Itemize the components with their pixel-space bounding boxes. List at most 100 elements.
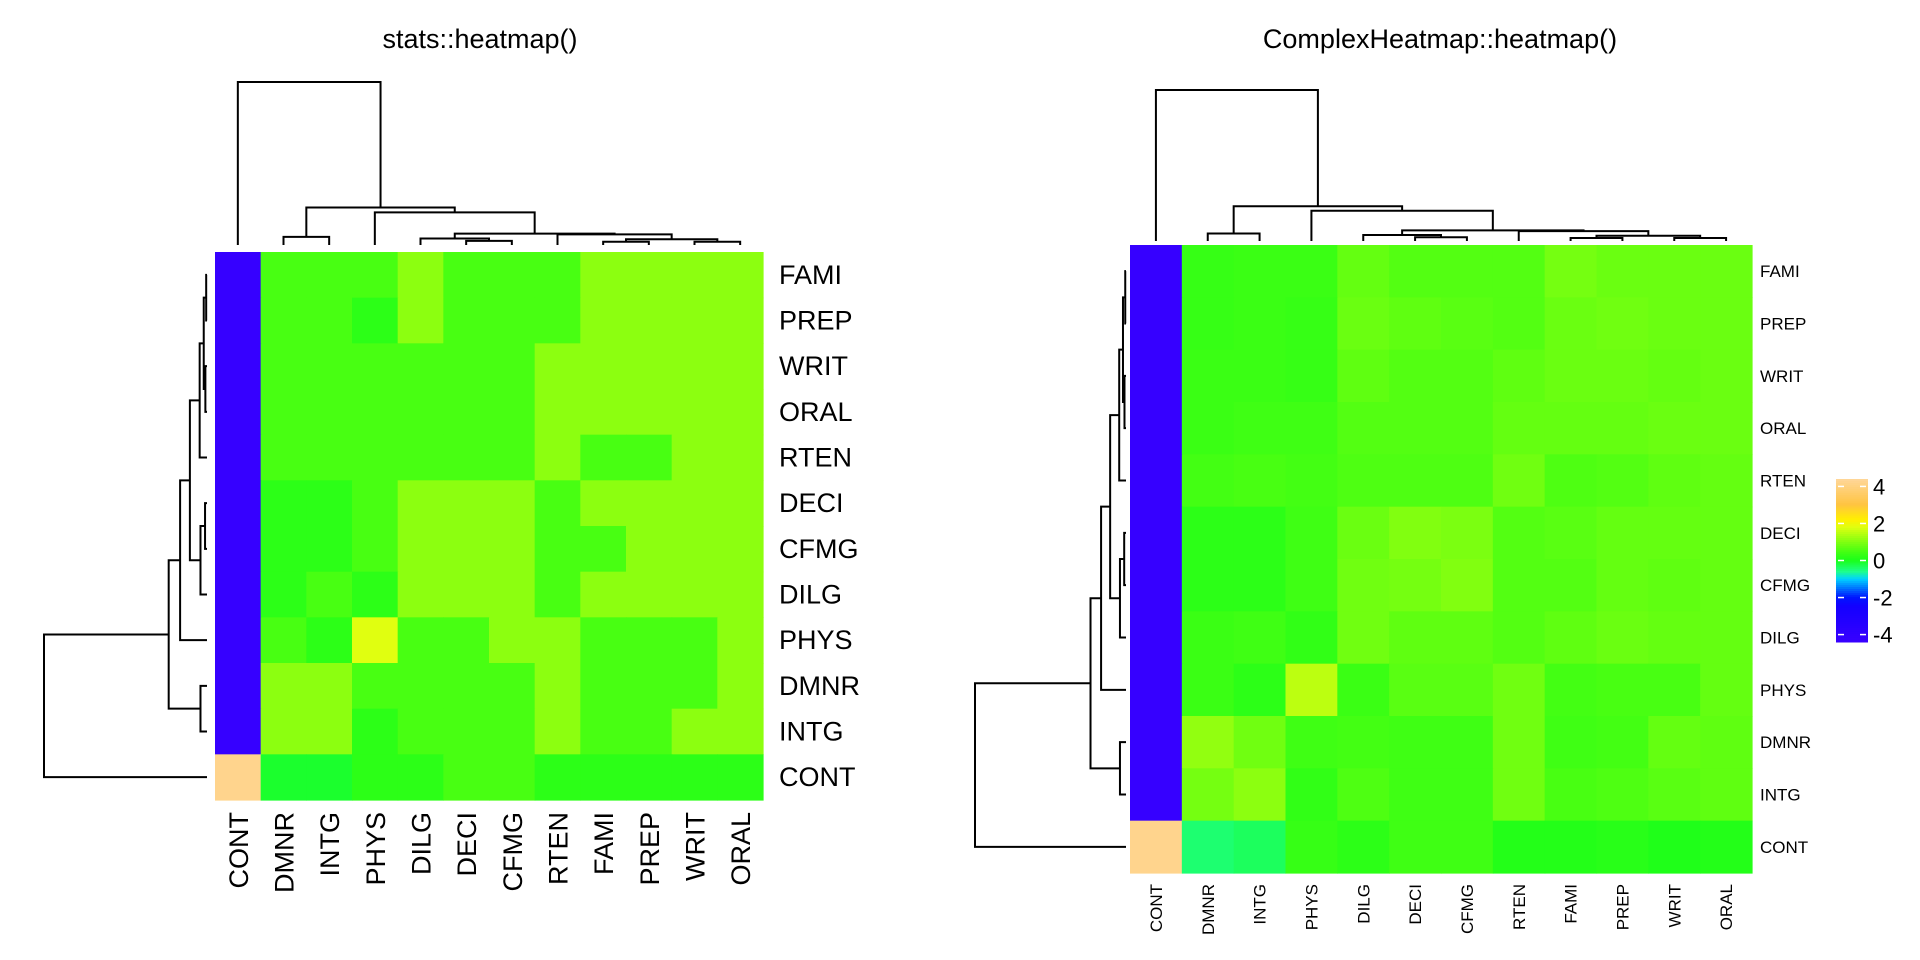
heatmap-cell	[1544, 349, 1598, 403]
heatmap-cell	[1544, 402, 1598, 455]
heatmap-cell	[260, 617, 307, 664]
heatmap-cell	[1596, 506, 1649, 560]
legend-gradient-step	[1836, 536, 1868, 539]
column-dendrogram	[1154, 89, 1728, 241]
row-label: DECI	[779, 488, 844, 518]
legend-gradient-step	[1836, 552, 1868, 555]
column-label: PHYS	[361, 812, 391, 886]
heatmap-cell	[260, 297, 307, 344]
heatmap-cell	[1337, 663, 1390, 717]
heatmap-cell	[1596, 349, 1649, 403]
heatmap-cell	[1492, 402, 1546, 455]
heatmap-cell	[1700, 506, 1753, 560]
legend-gradient-step	[1836, 485, 1868, 488]
column-label: CONT	[224, 812, 254, 889]
heatmap-cell	[580, 571, 627, 618]
heatmap-cell	[1181, 349, 1235, 403]
heatmap-cell	[1337, 402, 1390, 455]
heatmap-cell	[1492, 611, 1546, 665]
heatmap-cell	[1285, 611, 1338, 665]
row-label: WRIT	[779, 351, 848, 381]
heatmap-cell	[1181, 559, 1235, 612]
heatmap-cell	[215, 252, 262, 299]
heatmap-cell	[306, 252, 353, 299]
row-label: DMNR	[1760, 733, 1811, 752]
heatmap-cell	[1233, 663, 1287, 717]
legend-gradient-step	[1836, 633, 1868, 637]
heatmap-cell	[626, 480, 673, 527]
heatmap-cell	[397, 252, 444, 299]
row-label: PREP	[779, 306, 853, 336]
heatmap-cell	[534, 754, 581, 801]
legend-gradient-step	[1836, 611, 1868, 614]
heatmap-cell	[1130, 611, 1183, 665]
legend-gradient-step	[1836, 625, 1868, 629]
heatmap-cell	[306, 526, 353, 573]
heatmap-cell	[352, 663, 399, 710]
legend-gradient-step	[1836, 593, 1868, 596]
legend-gradient-step	[1836, 534, 1868, 537]
heatmap-cell	[626, 343, 673, 390]
heatmap-cell	[1441, 820, 1494, 874]
heatmap-cell	[306, 571, 353, 618]
column-label: INTG	[315, 812, 345, 877]
heatmap-cell	[1700, 716, 1753, 769]
heatmap-cell	[306, 343, 353, 390]
heatmap-cell	[397, 480, 444, 527]
heatmap-cell	[1700, 297, 1753, 351]
heatmap-cell	[1233, 611, 1287, 665]
heatmap-cell	[626, 434, 673, 481]
row-dendrogram-branch	[974, 682, 1126, 848]
heatmap-cell	[1596, 716, 1649, 769]
heatmap-cell	[1337, 768, 1390, 822]
heatmap-cell	[352, 617, 399, 664]
legend-gradient-step	[1836, 619, 1868, 623]
legend-gradient-step	[1836, 538, 1868, 541]
legend-gradient-step	[1836, 639, 1868, 643]
heatmap-cell	[1648, 820, 1701, 874]
legend-gradient-step	[1836, 481, 1868, 484]
heatmap-cell	[1441, 768, 1494, 822]
row-label: INTG	[779, 717, 844, 747]
column-label: FAMI	[1562, 884, 1581, 924]
heatmap-cell	[1285, 716, 1338, 769]
heatmap-cell	[397, 663, 444, 710]
heatmap-cell	[1285, 768, 1338, 822]
heatmap-cell	[1233, 768, 1287, 822]
heatmap-cell	[306, 389, 353, 436]
column-dendrogram-branch	[1414, 236, 1468, 241]
heatmap-cell	[671, 708, 718, 755]
legend-gradient-step	[1836, 529, 1868, 533]
legend-tick-label: 4	[1873, 474, 1885, 499]
row-dendrogram-branch	[204, 365, 207, 413]
row-label: PHYS	[1760, 681, 1806, 700]
heatmap-cell	[1441, 559, 1494, 612]
heatmap-cell	[717, 571, 764, 618]
heatmap-cell	[1233, 349, 1287, 403]
column-label: DECI	[452, 812, 482, 877]
row-dendrogram-branch	[1089, 597, 1120, 770]
heatmap-cell	[1337, 454, 1390, 508]
row-label: DECI	[1760, 524, 1801, 543]
heatmap-cell	[397, 343, 444, 390]
legend-gradient-step	[1836, 603, 1868, 606]
heatmap-cell	[1596, 454, 1649, 508]
row-dendrogram-branch	[167, 559, 201, 710]
heatmap-cell	[1596, 768, 1649, 822]
heatmap-cell	[626, 754, 673, 801]
column-label: PREP	[1613, 884, 1632, 930]
heatmap-cell	[1181, 506, 1235, 560]
column-label: WRIT	[681, 812, 711, 881]
heatmap-cell	[443, 389, 490, 436]
heatmap-cell	[260, 389, 307, 436]
row-dendrogram-branch	[1123, 374, 1126, 430]
column-dendrogram-branch	[1569, 236, 1624, 241]
heatmap-cell	[1285, 506, 1338, 560]
right-heatmap: FAMI PREP WRIT ORAL RTEN DECI CFMG DILG PHYS DMNR…	[974, 89, 1811, 935]
heatmap-cell	[1700, 402, 1753, 455]
legend-gradient-step	[1836, 562, 1868, 566]
heatmap-cell	[1389, 245, 1442, 298]
column-label: RTEN	[544, 812, 574, 885]
legend-gradient-step	[1836, 515, 1868, 519]
heatmap-cell	[1441, 454, 1494, 508]
